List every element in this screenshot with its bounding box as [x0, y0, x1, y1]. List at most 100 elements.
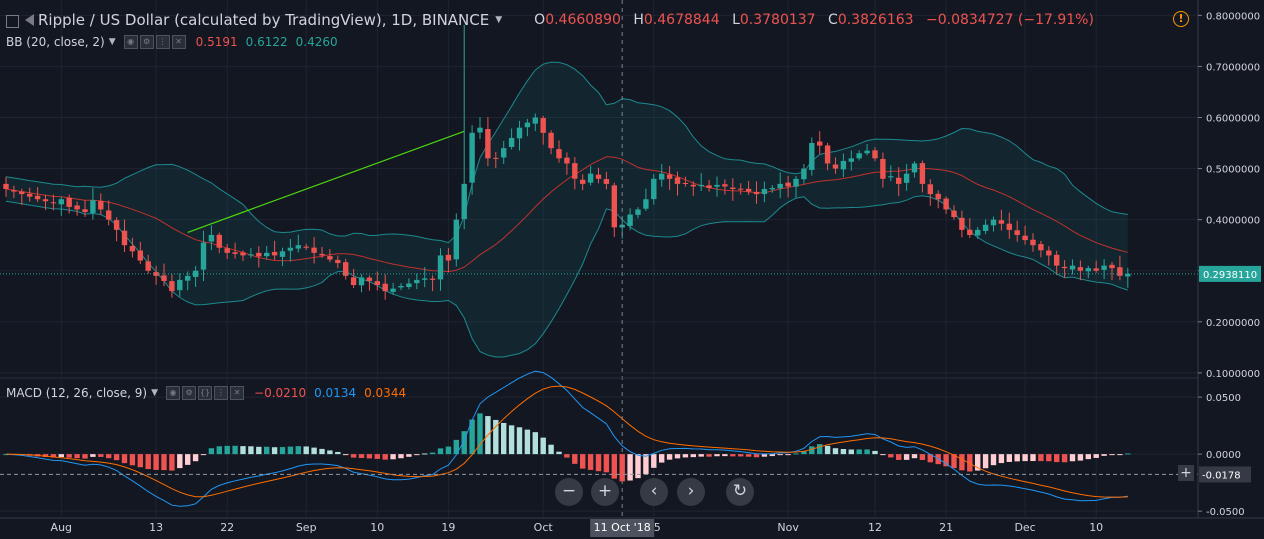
- ohlc-high-value: 0.4678844: [643, 12, 720, 28]
- bb-fill: [6, 62, 1128, 357]
- scroll-right-button[interactable]: ›: [677, 478, 705, 506]
- candle-body: [129, 245, 136, 252]
- macd-histogram-bar: [532, 432, 538, 455]
- close-icon[interactable]: ✕: [230, 386, 245, 400]
- macd-histogram-bar: [1061, 454, 1068, 463]
- macd-histogram-bar: [232, 445, 238, 455]
- candle-body: [666, 174, 673, 179]
- macd-histogram-bar: [722, 454, 728, 457]
- add-plus-button[interactable]: +: [1178, 465, 1194, 481]
- candle-body: [1069, 265, 1076, 270]
- macd-histogram-bar: [524, 429, 531, 455]
- macd-histogram-bar: [493, 419, 499, 455]
- candle-body: [19, 191, 25, 195]
- candle-body: [3, 183, 9, 189]
- gear-icon[interactable]: ⚙: [139, 35, 154, 49]
- ohlc-close-value: 0.3826163: [837, 12, 914, 28]
- macd-legend[interactable]: MACD (12, 26, close, 9) ▼ ◉ ⚙ {} ⋮ ✕ −0.…: [6, 386, 406, 400]
- more-icon[interactable]: ⋮: [214, 386, 229, 400]
- macd-histogram-bar: [256, 446, 262, 455]
- candle-body: [611, 185, 617, 228]
- reset-chart-button[interactable]: ↻: [726, 478, 754, 506]
- symbol-title[interactable]: Ripple / US Dollar (calculated by Tradin…: [38, 11, 490, 29]
- macd-histogram-bar: [1030, 454, 1036, 462]
- warning-icon[interactable]: !: [1173, 11, 1189, 27]
- candle-body: [232, 252, 238, 254]
- macd-histogram-bar: [761, 454, 768, 457]
- macd-histogram-bar: [303, 446, 309, 455]
- candle-body: [406, 283, 412, 288]
- more-icon[interactable]: ⋮: [155, 35, 170, 49]
- macd-histogram-bar: [832, 448, 839, 455]
- macd-tick-label: 0.0500: [1206, 393, 1241, 404]
- zoom-out-button[interactable]: −: [555, 478, 583, 506]
- candle-body: [145, 261, 151, 271]
- macd-histogram-bar: [643, 454, 649, 475]
- bb-legend[interactable]: BB (20, close, 2) ▼ ◉ ⚙ ⋮ ✕ 0.5191 0.612…: [6, 35, 338, 49]
- candle-body: [271, 251, 278, 256]
- candle-body: [1117, 267, 1123, 276]
- candle-body: [587, 173, 594, 183]
- collapse-icon[interactable]: [6, 14, 19, 28]
- macd-histogram-bar: [343, 454, 349, 456]
- macd-histogram-bar: [603, 454, 610, 473]
- candle-body: [595, 174, 602, 179]
- macd-histogram-bar: [390, 454, 396, 460]
- macd-histogram-bar: [745, 454, 752, 457]
- candle-body: [256, 252, 262, 257]
- symbol-legend[interactable]: Ripple / US Dollar (calculated by Tradin…: [6, 11, 1094, 29]
- macd-histogram-bar: [572, 454, 578, 464]
- candle-body: [998, 220, 1005, 224]
- macd-histogram-bar: [3, 454, 9, 456]
- time-tick-label: Aug: [51, 521, 72, 534]
- candle-body: [287, 247, 294, 251]
- candle-body: [50, 202, 57, 204]
- candle-body: [975, 229, 981, 236]
- candle-body: [1109, 264, 1115, 269]
- candle-body: [785, 182, 791, 187]
- candle-body: [185, 275, 191, 281]
- macd-histogram-bar: [627, 454, 633, 481]
- chevron-down-icon[interactable]: ▼: [151, 388, 159, 398]
- candle-body: [880, 158, 886, 179]
- ohlc-open-key: O: [534, 12, 546, 28]
- macd-histogram-bar: [769, 454, 775, 457]
- candle-body: [730, 187, 736, 189]
- chevron-down-icon[interactable]: ▼: [495, 15, 503, 25]
- macd-histogram-bar: [540, 437, 546, 455]
- macd-histogram-bar: [271, 447, 278, 455]
- candle-body: [34, 195, 41, 200]
- macd-signal-value: 0.0344: [364, 386, 407, 400]
- eye-icon[interactable]: ◉: [123, 35, 138, 49]
- macd-histogram-bar: [556, 451, 562, 455]
- chevron-down-icon[interactable]: ▼: [108, 37, 116, 47]
- ohlc-change: −0.0834727 (−17.91%): [926, 12, 1094, 28]
- close-icon[interactable]: ✕: [171, 35, 186, 49]
- zoom-in-button[interactable]: +: [591, 478, 619, 506]
- bollinger-bands: [5, 61, 1128, 358]
- candle-body: [1085, 268, 1091, 272]
- time-tick-label: 19: [441, 521, 455, 534]
- bb-title[interactable]: BB (20, close, 2): [6, 35, 105, 49]
- eye-icon[interactable]: ◉: [166, 386, 181, 400]
- scroll-left-button[interactable]: ‹: [640, 478, 668, 506]
- macd-title[interactable]: MACD (12, 26, close, 9): [6, 386, 148, 400]
- macd-pane[interactable]: [0, 370, 1198, 507]
- last-price-label: 0.2938110: [1203, 270, 1257, 281]
- candle-body: [982, 224, 989, 231]
- candle-body: [366, 277, 373, 281]
- time-tick-label: 21: [939, 521, 953, 534]
- candle-body: [832, 164, 839, 169]
- candle-body: [1046, 250, 1052, 256]
- candle-body: [927, 184, 933, 195]
- source-icon[interactable]: {}: [198, 386, 213, 400]
- macd-histogram-bar: [1125, 453, 1131, 455]
- macd-histogram-bar: [975, 454, 981, 471]
- macd-histogram-bar: [161, 454, 167, 471]
- time-tick-label: 13: [149, 521, 163, 534]
- flag-icon[interactable]: [25, 14, 34, 26]
- gear-icon[interactable]: ⚙: [182, 386, 197, 400]
- macd-histogram-bar: [311, 447, 317, 455]
- candle-body: [113, 220, 120, 230]
